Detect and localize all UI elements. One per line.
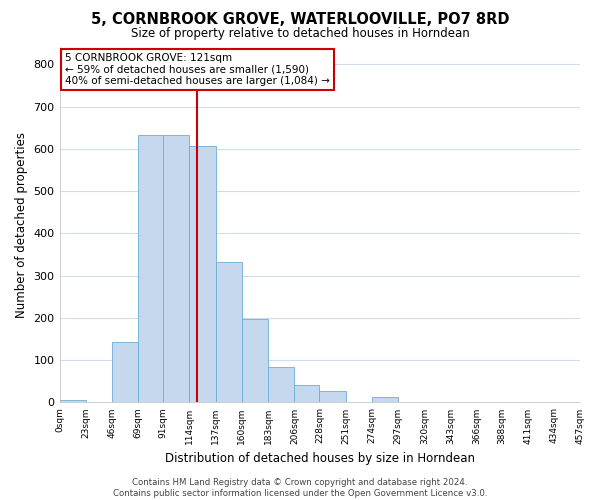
Text: Contains HM Land Registry data © Crown copyright and database right 2024.
Contai: Contains HM Land Registry data © Crown c…: [113, 478, 487, 498]
Bar: [163, 136, 190, 402]
Text: Size of property relative to detached houses in Horndean: Size of property relative to detached ho…: [131, 28, 469, 40]
Bar: [242, 319, 268, 402]
Bar: [190, 146, 216, 402]
Bar: [372, 397, 398, 402]
Text: 5, CORNBROOK GROVE, WATERLOOVILLE, PO7 8RD: 5, CORNBROOK GROVE, WATERLOOVILLE, PO7 8…: [91, 12, 509, 28]
Bar: [295, 384, 319, 402]
Bar: [138, 136, 163, 402]
Bar: [268, 368, 295, 402]
Bar: [59, 400, 86, 402]
Bar: [112, 342, 138, 402]
X-axis label: Distribution of detached houses by size in Horndean: Distribution of detached houses by size …: [165, 452, 475, 465]
Text: 5 CORNBROOK GROVE: 121sqm
← 59% of detached houses are smaller (1,590)
40% of se: 5 CORNBROOK GROVE: 121sqm ← 59% of detac…: [65, 53, 329, 86]
Y-axis label: Number of detached properties: Number of detached properties: [15, 132, 28, 318]
Bar: [319, 391, 346, 402]
Bar: [216, 262, 242, 402]
